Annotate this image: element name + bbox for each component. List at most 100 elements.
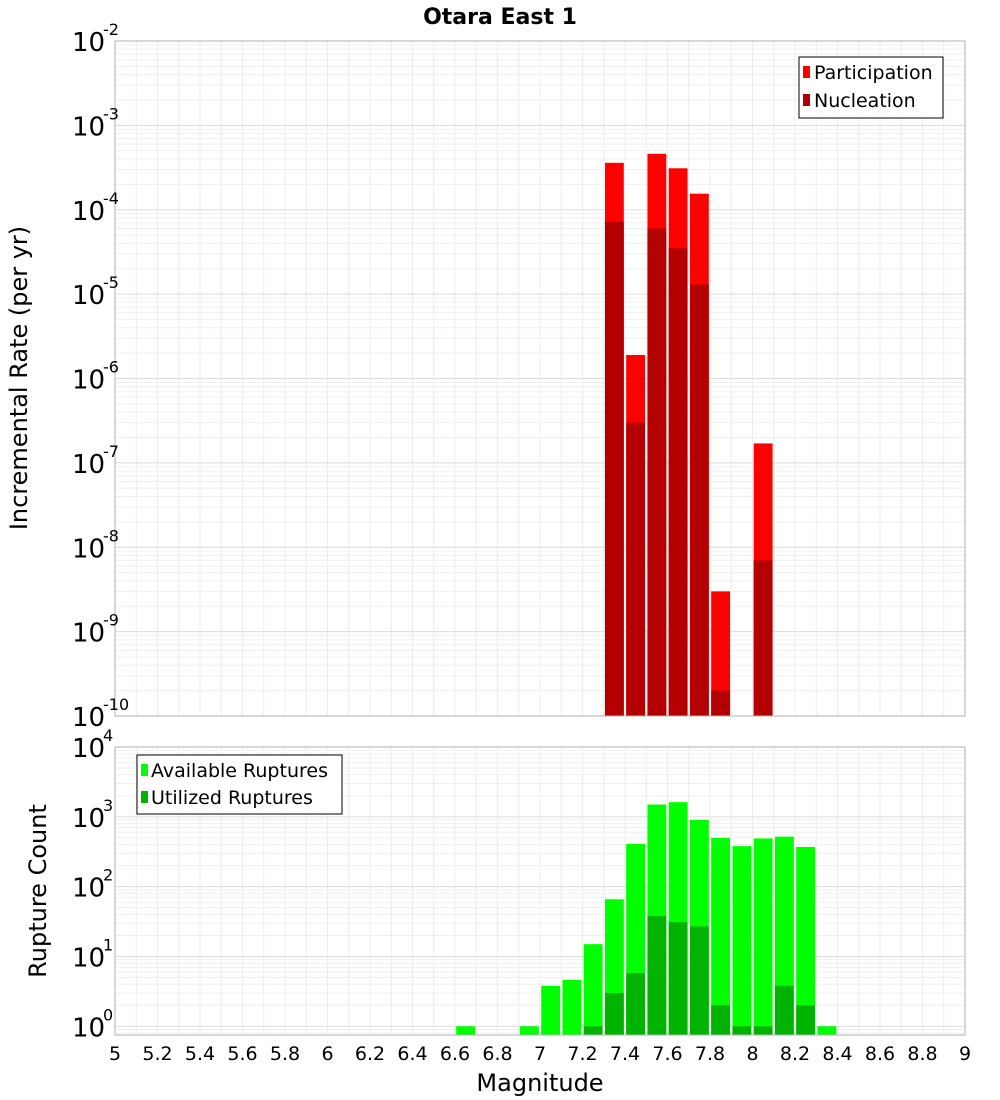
bar-utilized-ruptures-7.65 (668, 922, 688, 1035)
rupture-legend: Available Ruptures Utilized Ruptures (136, 754, 343, 815)
rate-y-tick-base: 10 (72, 534, 105, 564)
rate-y-tick-base: 10 (72, 28, 105, 58)
x-tick-label: 8.6 (865, 1043, 895, 1065)
bar-available-ruptures-6.95 (519, 1026, 539, 1035)
legend-swatch-available (141, 764, 148, 776)
x-tick-label: 6 (321, 1043, 333, 1065)
bar-available-ruptures-7.95 (732, 846, 752, 1035)
rupture-y-tick-exponent: 2 (103, 866, 113, 885)
bar-utilized-ruptures-8.15 (774, 985, 794, 1035)
rate-y-tick-label: 10-2 (72, 20, 119, 58)
bar-available-ruptures-8.35 (817, 1026, 837, 1035)
x-tick-label: 6.8 (482, 1043, 512, 1065)
rate-y-tick-base: 10 (72, 703, 105, 733)
rupture-y-tick-exponent: 3 (103, 796, 113, 815)
rupture-y-tick-exponent: 1 (103, 935, 113, 954)
rate-y-tick-label: 10-10 (72, 695, 129, 733)
rate-y-tick-labels: 10-210-310-410-510-610-710-810-910-10 (72, 20, 129, 733)
x-tick-label: 6.6 (440, 1043, 470, 1065)
rate-y-tick-exponent: -5 (103, 273, 119, 292)
rate-y-tick-exponent: -7 (103, 442, 119, 461)
bar-available-ruptures-8.05 (753, 838, 773, 1035)
legend-label-nucleation: Nucleation (814, 90, 916, 112)
rate-y-tick-exponent: -6 (103, 358, 119, 377)
rate-y-axis-label: Incremental Rate (per yr) (5, 226, 33, 530)
rupture-y-tick-label: 103 (72, 796, 113, 834)
legend-swatch-participation (803, 66, 810, 78)
rate-y-tick-base: 10 (72, 366, 105, 396)
x-tick-label: 7 (534, 1043, 546, 1065)
x-tick-label: 8 (746, 1043, 758, 1065)
rate-y-tick-base: 10 (72, 112, 105, 142)
rupture-y-tick-label: 100 (72, 1005, 113, 1043)
rupture-y-tick-label: 104 (72, 726, 113, 764)
x-tick-label: 8.8 (907, 1043, 937, 1065)
rate-y-tick-exponent: -8 (103, 526, 119, 545)
bar-utilized-ruptures-7.75 (689, 926, 709, 1035)
rate-y-tick-exponent: -4 (103, 189, 119, 208)
rate-y-tick-exponent: -9 (103, 611, 119, 630)
x-tick-label: 8.2 (780, 1043, 810, 1065)
chart-title: Otara East 1 (423, 5, 577, 30)
bar-nucleation-7.75 (689, 284, 709, 716)
bar-utilized-ruptures-8.05 (753, 1026, 773, 1035)
bar-utilized-ruptures-7.95 (732, 1026, 752, 1035)
rate-y-tick-exponent: -3 (103, 104, 119, 123)
rate-y-tick-label: 10-5 (72, 273, 119, 311)
rupture-plot-border (114, 746, 966, 1036)
bar-utilized-ruptures-7.45 (626, 972, 646, 1035)
rate-y-tick-label: 10-7 (72, 442, 119, 480)
rupture-y-tick-exponent: 0 (103, 1005, 113, 1024)
x-tick-label: 5.2 (142, 1043, 172, 1065)
rupture-y-tick-label: 101 (72, 935, 113, 973)
x-tick-label: 7.4 (610, 1043, 640, 1065)
bar-available-ruptures-8.25 (796, 846, 816, 1035)
bar-available-ruptures-7.85 (711, 837, 731, 1035)
rate-y-tick-base: 10 (72, 281, 105, 311)
rupture-legend-box (136, 754, 343, 815)
rupture-y-axis-label: Rupture Count (24, 804, 52, 978)
bar-available-ruptures-6.65 (456, 1026, 476, 1035)
rupture-y-tick-base: 10 (72, 874, 105, 904)
bar-available-ruptures-7.15 (562, 980, 582, 1035)
x-tick-label: 5.4 (185, 1043, 215, 1065)
rate-y-tick-label: 10-3 (72, 104, 119, 142)
bar-nucleation-7.45 (626, 422, 646, 716)
rate-y-tick-exponent: -10 (103, 695, 129, 714)
x-tick-label: 7.2 (567, 1043, 597, 1065)
x-tick-label: 6.4 (397, 1043, 427, 1065)
legend-swatch-nucleation (803, 94, 810, 106)
rate-y-tick-base: 10 (72, 450, 105, 480)
rate-legend-box (798, 56, 944, 119)
bar-utilized-ruptures-7.25 (583, 1026, 603, 1035)
rupture-y-tick-label: 102 (72, 866, 113, 904)
legend-label-utilized: Utilized Ruptures (151, 787, 313, 809)
rate-y-tick-exponent: -2 (103, 20, 119, 39)
rupture-plot-bars (456, 802, 837, 1035)
bar-nucleation-7.35 (604, 221, 624, 716)
x-tick-label: 5.6 (227, 1043, 257, 1065)
legend-label-participation: Participation (814, 62, 933, 84)
rate-plot-grid (114, 40, 966, 717)
rate-y-tick-label: 10-9 (72, 611, 119, 649)
x-axis-label: Magnitude (476, 1069, 603, 1097)
rupture-y-tick-base: 10 (72, 804, 105, 834)
x-tick-label: 5.8 (270, 1043, 300, 1065)
x-tick-labels: 5 5.2 5.4 5.6 5.8 6 6.2 6.4 6.6 6.8 7 7.2 7.4 7.6 7.8 8… (109, 1043, 971, 1065)
rate-y-tick-label: 10-4 (72, 189, 119, 227)
x-tick-label: 7.8 (695, 1043, 725, 1065)
bar-available-ruptures-8.15 (774, 836, 794, 1035)
x-tick-label: 7.6 (652, 1043, 682, 1065)
bar-utilized-ruptures-7.55 (647, 915, 667, 1035)
rate-plot-border (114, 40, 966, 717)
rupture-y-tick-base: 10 (72, 943, 105, 973)
bar-utilized-ruptures-8.25 (796, 1005, 816, 1035)
x-tick-label: 9 (959, 1043, 971, 1065)
rupture-y-tick-exponent: 4 (103, 726, 113, 745)
rate-legend: Participation Nucleation (798, 56, 944, 119)
x-tick-label: 6.2 (355, 1043, 385, 1065)
bar-nucleation-7.85 (711, 690, 731, 716)
bar-available-ruptures-7.05 (541, 985, 561, 1035)
